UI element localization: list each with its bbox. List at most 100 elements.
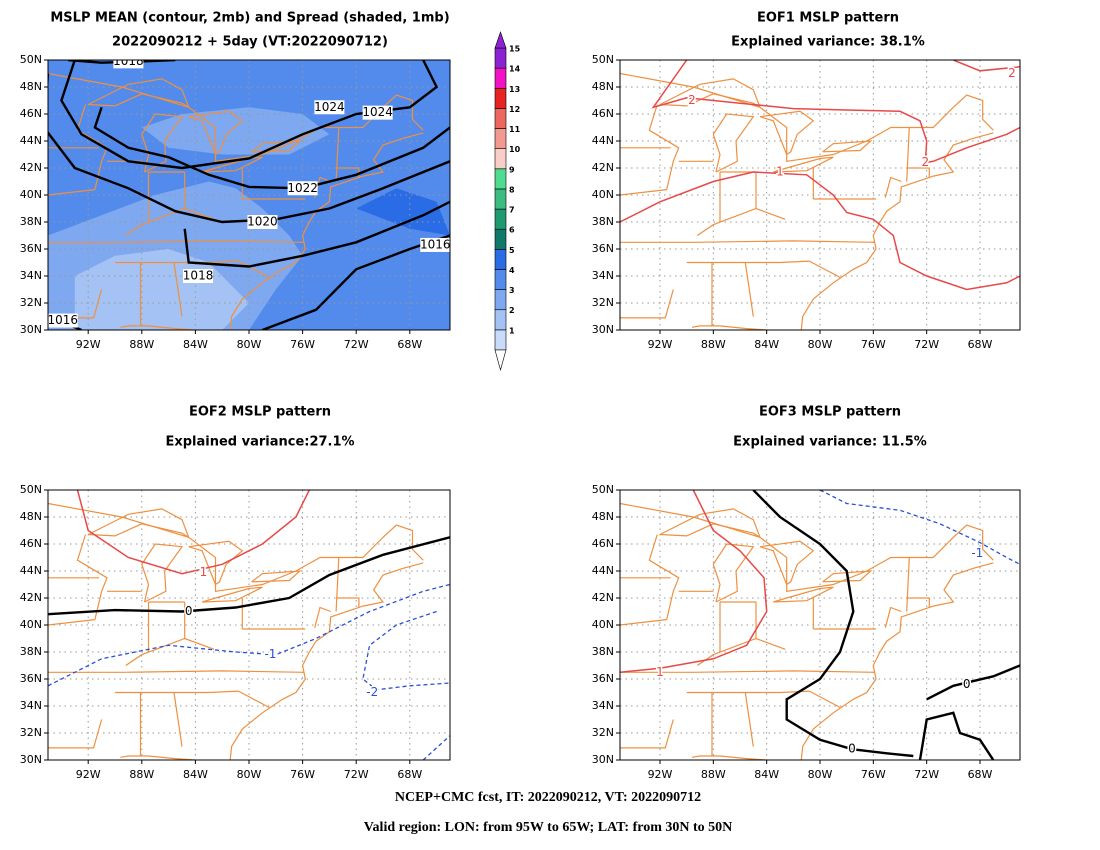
contour-line bbox=[620, 171, 1020, 291]
geo-outline bbox=[744, 262, 754, 317]
colorbar-label: 10 bbox=[509, 145, 521, 154]
lat-tick-label: 30N bbox=[592, 753, 614, 766]
lon-tick-label: 80W bbox=[808, 768, 833, 781]
contour-label: 0 bbox=[185, 604, 193, 618]
lon-tick-label: 84W bbox=[754, 768, 779, 781]
geo-outline bbox=[884, 606, 902, 628]
lon-tick-label: 84W bbox=[754, 338, 779, 351]
geo-outline bbox=[48, 619, 95, 626]
geo-outline bbox=[191, 690, 239, 694]
lat-tick-label: 44N bbox=[20, 134, 42, 147]
map-panel: 1 0 0 -1 50N 48N 46N 44N 42N 40N 38N 36N 34N 32N 30N 92… bbox=[592, 405, 1021, 781]
contour-line bbox=[183, 200, 450, 268]
geo-outline bbox=[884, 176, 902, 198]
geo-outline bbox=[620, 289, 674, 319]
lon-tick-label: 72W bbox=[914, 768, 939, 781]
colorbar-box bbox=[494, 87, 507, 109]
contour-line bbox=[620, 490, 768, 674]
geo-outline bbox=[620, 719, 674, 749]
lat-tick-label: 32N bbox=[592, 296, 614, 309]
lon-tick-label: 92W bbox=[648, 768, 673, 781]
colorbar-label: 5 bbox=[509, 246, 515, 255]
geo-outline bbox=[648, 534, 680, 620]
colorbar-box bbox=[494, 128, 507, 149]
lon-tick-label: 88W bbox=[129, 338, 154, 351]
colorbar-box bbox=[494, 289, 507, 311]
contour-line bbox=[651, 60, 1020, 164]
geo-outline bbox=[822, 140, 873, 153]
lat-tick-label: 44N bbox=[20, 564, 42, 577]
geo-outline bbox=[188, 110, 244, 156]
contour-line bbox=[76, 490, 310, 575]
contour-label: 1 bbox=[776, 165, 784, 179]
geo-outline bbox=[809, 690, 841, 708]
lat-tick-label: 48N bbox=[20, 510, 42, 523]
geo-outline bbox=[809, 260, 841, 278]
lat-tick-label: 46N bbox=[20, 107, 42, 120]
lon-tick-label: 92W bbox=[76, 338, 101, 351]
geo-outline bbox=[696, 207, 786, 236]
geo-outline bbox=[120, 325, 196, 330]
lat-tick-label: 42N bbox=[592, 591, 614, 604]
geo-outline bbox=[48, 240, 304, 243]
lat-tick-label: 32N bbox=[20, 726, 42, 739]
lat-tick-label: 40N bbox=[20, 188, 42, 201]
map-panel: 1 0 -1 -2 50N 48N 46N 44N 42N 40N 38N 36N 34N 32N 30N 9… bbox=[20, 405, 451, 781]
geo-outline bbox=[48, 189, 95, 196]
lat-tick-label: 34N bbox=[20, 269, 42, 282]
footer-line: NCEP+CMC fcst, IT: 2022090212, VT: 20220… bbox=[395, 790, 701, 805]
geo-outline bbox=[906, 557, 910, 612]
lon-tick-label: 80W bbox=[237, 768, 262, 781]
lon-tick-label: 84W bbox=[183, 768, 208, 781]
panel-title: EOF2 MSLP pattern bbox=[189, 405, 331, 420]
contour-label: -1 bbox=[264, 647, 276, 661]
geo-outline bbox=[759, 110, 815, 156]
colorbar-label: 3 bbox=[509, 286, 515, 295]
lon-tick-label: 76W bbox=[290, 768, 315, 781]
contour-label: 1 bbox=[200, 565, 208, 579]
contour-label: 1018 bbox=[183, 269, 214, 283]
lat-tick-label: 42N bbox=[20, 591, 42, 604]
lat-tick-label: 32N bbox=[592, 726, 614, 739]
map-area: 1 0 -1 -2 bbox=[48, 490, 450, 760]
geo-outline bbox=[335, 557, 340, 612]
geo-outline bbox=[238, 260, 270, 278]
lat-tick-label: 44N bbox=[592, 564, 614, 577]
map-area: 1018 1024 1024 1022 1020 1018 1016 1016 bbox=[47, 60, 450, 330]
lat-tick-label: 44N bbox=[592, 134, 614, 147]
geo-outline bbox=[201, 156, 263, 173]
colorbar-label: 1 bbox=[509, 326, 515, 335]
colorbar-label: 4 bbox=[509, 266, 515, 275]
geo-outline bbox=[141, 543, 184, 603]
lat-tick-label: 30N bbox=[20, 323, 42, 336]
lat-tick-label: 48N bbox=[592, 80, 614, 93]
lat-tick-label: 46N bbox=[20, 537, 42, 550]
geo-outline bbox=[251, 570, 302, 583]
lat-tick-label: 48N bbox=[592, 510, 614, 523]
geo-outline bbox=[125, 207, 215, 236]
contour-line bbox=[918, 711, 995, 760]
colorbar-box bbox=[494, 208, 507, 230]
contour-label: 1024 bbox=[362, 105, 393, 119]
geo-outline bbox=[712, 543, 755, 603]
contour-line bbox=[60, 60, 439, 170]
lat-tick-label: 42N bbox=[592, 161, 614, 174]
lat-tick-label: 34N bbox=[592, 699, 614, 712]
geo-outline bbox=[48, 670, 304, 673]
contour-label-bg bbox=[183, 269, 214, 283]
colorbar-box bbox=[494, 148, 507, 170]
contour-line bbox=[752, 490, 914, 758]
lon-tick-label: 68W bbox=[968, 338, 993, 351]
geo-outline bbox=[188, 540, 244, 586]
lon-tick-label: 72W bbox=[344, 338, 369, 351]
contour-label: 1016 bbox=[47, 313, 78, 327]
contour-line bbox=[93, 106, 450, 190]
contour-label: 2 bbox=[922, 155, 930, 169]
lon-tick-label: 88W bbox=[701, 338, 726, 351]
geo-outline bbox=[759, 540, 815, 586]
geo-outline bbox=[620, 619, 667, 626]
lat-tick-label: 32N bbox=[20, 296, 42, 309]
contour-line bbox=[362, 610, 450, 691]
lat-tick-label: 46N bbox=[592, 537, 614, 550]
